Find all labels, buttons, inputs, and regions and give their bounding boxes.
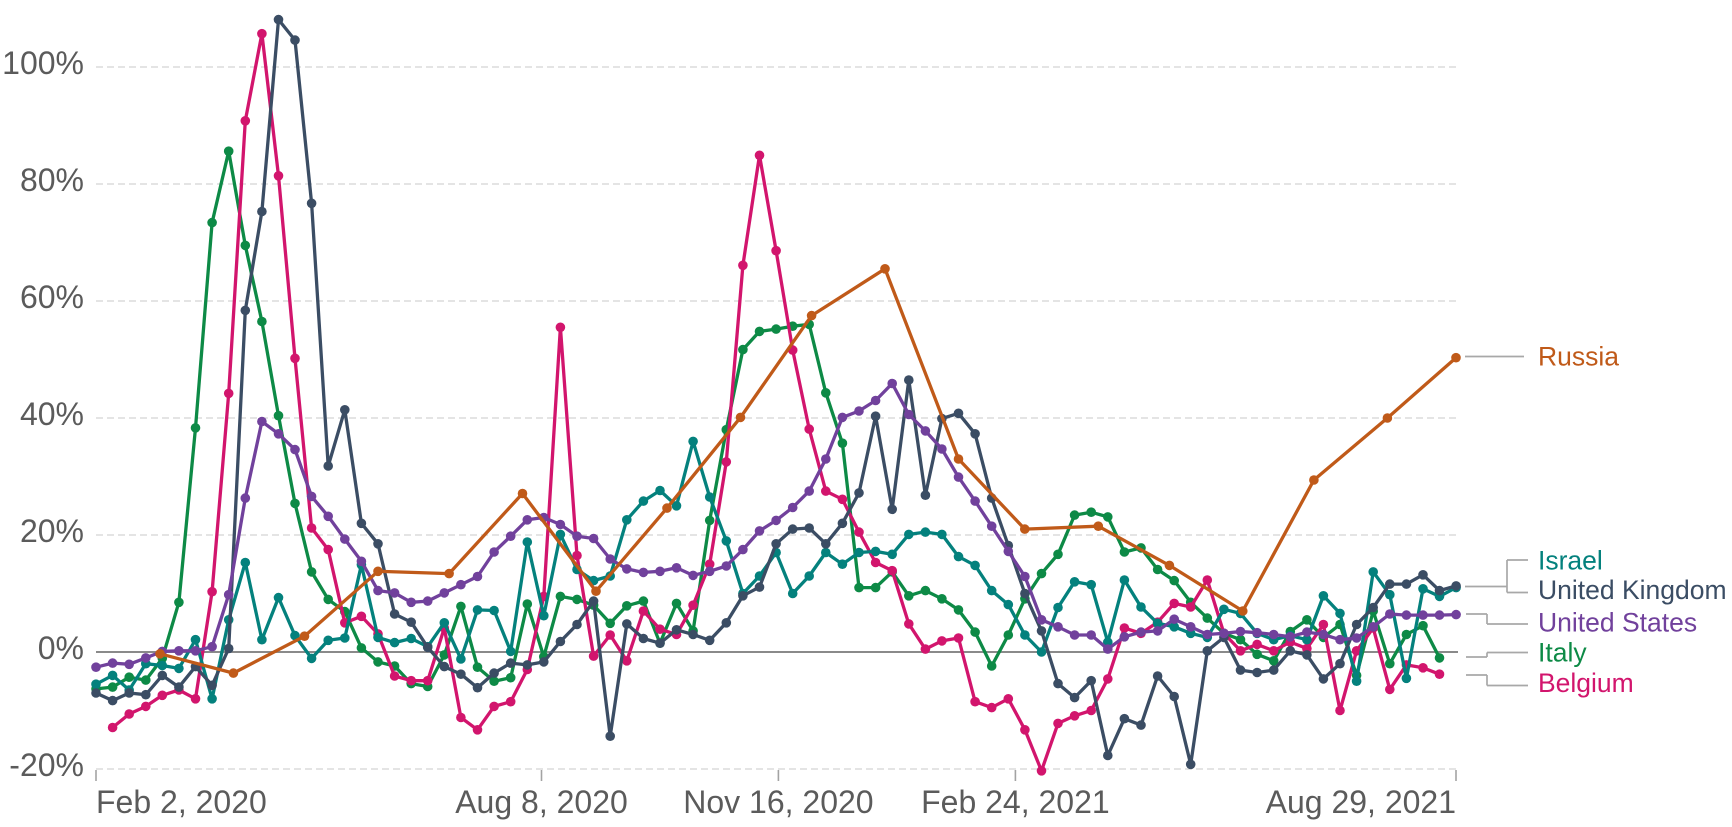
svg-text:40%: 40% [20,396,84,432]
svg-text:-20%: -20% [9,747,84,783]
svg-text:Russia: Russia [1538,342,1619,372]
svg-text:Belgium: Belgium [1538,668,1634,698]
svg-text:60%: 60% [20,279,84,315]
svg-text:80%: 80% [20,162,84,198]
svg-text:Aug 8, 2020: Aug 8, 2020 [455,784,628,820]
svg-text:100%: 100% [2,45,84,81]
svg-text:20%: 20% [20,513,84,549]
svg-text:Italy: Italy [1538,638,1587,668]
svg-text:Israel: Israel [1538,546,1603,576]
svg-text:Nov 16, 2020: Nov 16, 2020 [683,784,873,820]
svg-text:Feb 2, 2020: Feb 2, 2020 [96,784,267,820]
svg-text:0%: 0% [38,630,84,666]
svg-text:Feb 24, 2021: Feb 24, 2021 [921,784,1110,820]
svg-text:United Kingdom: United Kingdom [1538,575,1727,605]
svg-text:United States: United States [1538,608,1697,638]
svg-text:Aug 29, 2021: Aug 29, 2021 [1266,784,1456,820]
